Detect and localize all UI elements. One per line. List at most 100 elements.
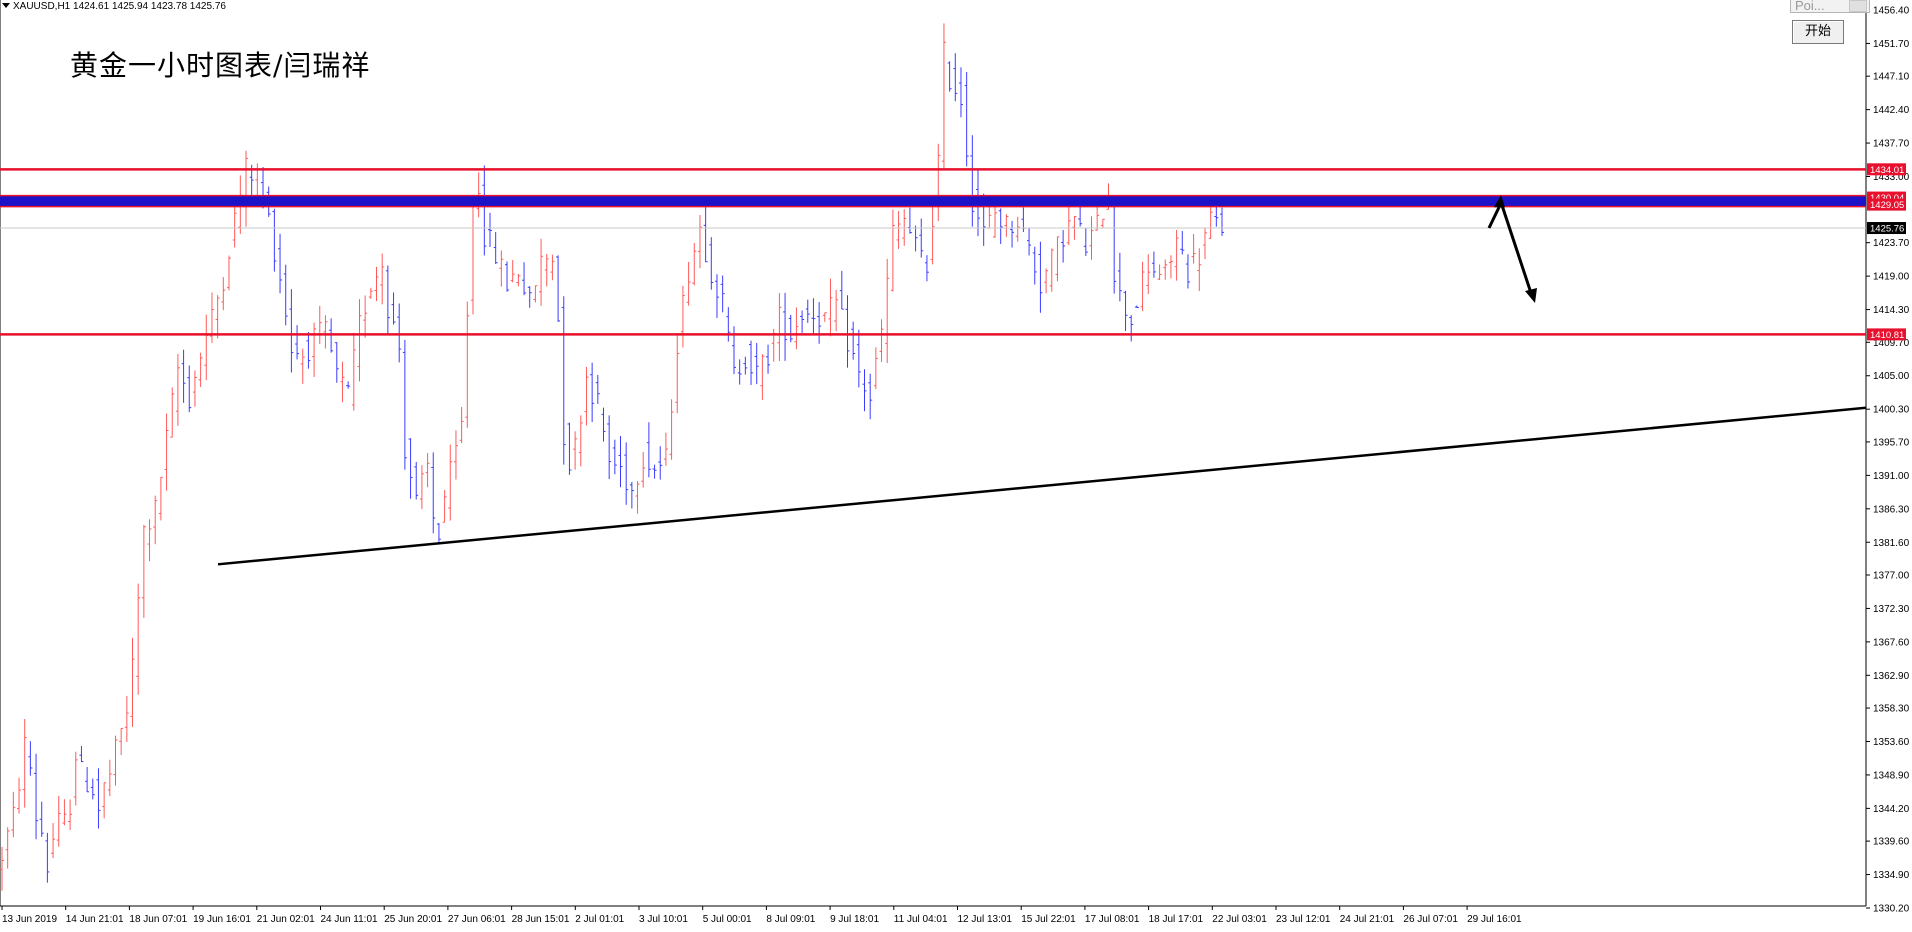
candle[interactable]	[612, 439, 617, 475]
candle[interactable]	[11, 791, 16, 838]
candle[interactable]	[902, 209, 907, 246]
candle[interactable]	[794, 307, 799, 350]
candle[interactable]	[856, 329, 861, 388]
candle[interactable]	[924, 255, 929, 282]
candle[interactable]	[811, 298, 816, 335]
candle[interactable]	[828, 278, 833, 337]
candle[interactable]	[158, 476, 163, 521]
candle[interactable]	[1197, 248, 1202, 291]
candle[interactable]	[1117, 252, 1122, 302]
candle[interactable]	[754, 342, 759, 385]
candle[interactable]	[1095, 204, 1100, 231]
candle[interactable]	[669, 399, 674, 460]
candle[interactable]	[221, 277, 226, 311]
candle[interactable]	[851, 321, 856, 360]
candle[interactable]	[896, 211, 901, 249]
candle[interactable]	[62, 799, 67, 826]
candle[interactable]	[1112, 202, 1117, 294]
candle[interactable]	[601, 407, 606, 442]
candle[interactable]	[1163, 259, 1168, 280]
candle[interactable]	[1151, 251, 1156, 278]
candle[interactable]	[760, 353, 765, 400]
candle[interactable]	[641, 451, 646, 488]
candle[interactable]	[777, 293, 782, 361]
candle[interactable]	[181, 349, 186, 403]
candle[interactable]	[584, 367, 589, 426]
indicator-input-box[interactable]: Poi...	[1790, 0, 1870, 13]
candle[interactable]	[22, 718, 27, 808]
candle[interactable]	[141, 524, 146, 618]
candle[interactable]	[805, 299, 810, 323]
candle[interactable]	[958, 67, 963, 118]
candle[interactable]	[1202, 227, 1207, 260]
candle[interactable]	[930, 206, 935, 265]
candle[interactable]	[635, 481, 640, 514]
candle[interactable]	[879, 319, 884, 362]
candle[interactable]	[334, 342, 339, 383]
candle[interactable]	[1129, 315, 1134, 342]
candle[interactable]	[618, 435, 623, 488]
candle[interactable]	[493, 232, 498, 264]
candle[interactable]	[714, 274, 719, 319]
candle[interactable]	[124, 695, 129, 742]
candle[interactable]	[1049, 248, 1054, 292]
candle[interactable]	[79, 746, 84, 763]
candle[interactable]	[680, 285, 685, 348]
candle[interactable]	[862, 369, 867, 412]
candle[interactable]	[136, 583, 141, 695]
candle[interactable]	[1032, 246, 1037, 285]
candle[interactable]	[873, 347, 878, 390]
candle[interactable]	[187, 365, 192, 413]
candle[interactable]	[170, 387, 175, 438]
candle[interactable]	[278, 233, 283, 294]
candle[interactable]	[788, 314, 793, 343]
candle[interactable]	[845, 295, 850, 368]
candle[interactable]	[198, 352, 203, 387]
candle[interactable]	[215, 295, 220, 339]
candle[interactable]	[164, 413, 169, 491]
candle[interactable]	[408, 438, 413, 499]
candle[interactable]	[1180, 230, 1185, 255]
collapse-triangle-icon[interactable]	[2, 3, 10, 8]
candle[interactable]	[283, 264, 288, 326]
candle[interactable]	[482, 165, 487, 256]
candle[interactable]	[590, 362, 595, 423]
candle[interactable]	[448, 444, 453, 521]
candle[interactable]	[107, 759, 112, 797]
candle[interactable]	[363, 295, 368, 338]
candle[interactable]	[204, 314, 209, 381]
candle[interactable]	[686, 262, 691, 306]
candle[interactable]	[658, 446, 663, 480]
candle[interactable]	[1066, 201, 1071, 246]
candle[interactable]	[1004, 214, 1009, 237]
candle[interactable]	[646, 422, 651, 478]
candle[interactable]	[1123, 290, 1128, 332]
candle[interactable]	[442, 489, 447, 523]
candle[interactable]	[522, 262, 527, 296]
candle[interactable]	[45, 832, 50, 883]
candle[interactable]	[346, 381, 351, 389]
candle[interactable]	[919, 218, 924, 258]
candle[interactable]	[175, 354, 180, 426]
candle[interactable]	[289, 289, 294, 373]
candle[interactable]	[96, 768, 101, 829]
price-band[interactable]	[0, 195, 1866, 207]
candle[interactable]	[1168, 255, 1173, 279]
candle[interactable]	[675, 333, 680, 414]
candle[interactable]	[953, 53, 958, 102]
candle[interactable]	[885, 258, 890, 363]
candle[interactable]	[941, 23, 946, 170]
candle[interactable]	[306, 331, 311, 369]
candle[interactable]	[556, 255, 561, 322]
candle[interactable]	[300, 348, 305, 384]
candle[interactable]	[130, 637, 135, 727]
candle[interactable]	[459, 407, 464, 444]
candle[interactable]	[1061, 230, 1066, 263]
candle[interactable]	[703, 207, 708, 263]
candle[interactable]	[272, 208, 277, 272]
candle[interactable]	[947, 61, 952, 92]
candle[interactable]	[907, 207, 912, 234]
candle[interactable]	[561, 296, 566, 465]
candle[interactable]	[749, 340, 754, 385]
candle[interactable]	[397, 303, 402, 363]
